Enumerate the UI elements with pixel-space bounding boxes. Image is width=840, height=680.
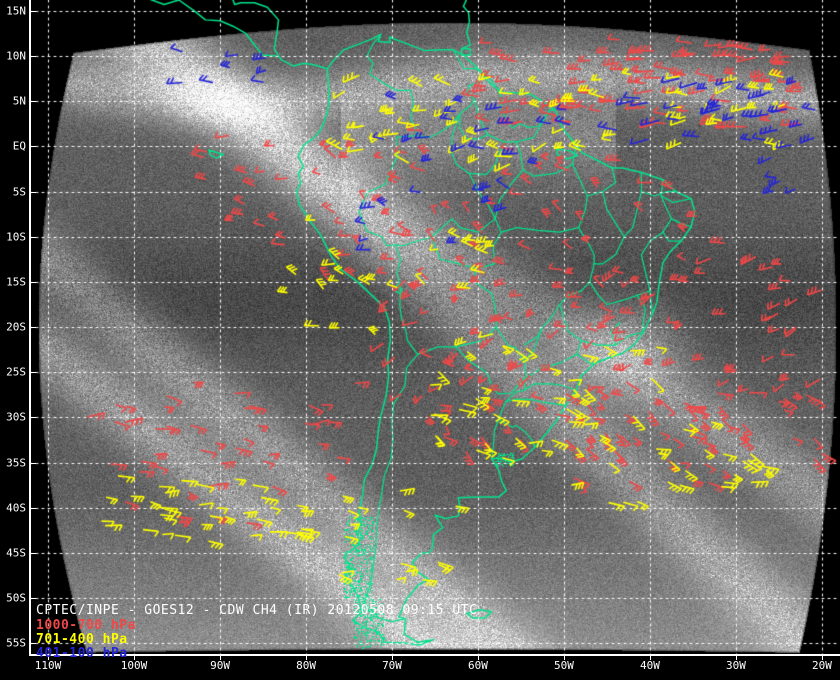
y-axis-tick [30,101,36,103]
y-axis-label: 5N [12,94,26,108]
x-axis-tick [220,655,222,660]
x-axis-label: 70W [382,659,402,672]
x-axis-label: 110W [34,659,62,672]
legend-item-low-level: 1000-700 hPa [36,618,136,633]
x-axis-label: 30W [726,659,746,672]
y-axis-tick [30,236,36,238]
y-axis-tick [30,191,36,193]
y-axis-label: 10N [6,49,26,63]
y-axis-label: 50S [6,591,26,605]
x-axis-tick [649,655,651,660]
x-axis-tick [821,655,823,660]
y-axis-label: 45S [6,546,26,560]
y-axis-tick [30,417,36,419]
y-axis-tick [30,327,36,329]
y-axis-tick [30,462,36,464]
legend-item-high-level: 401-100 hPa [36,646,128,661]
y-axis-label: 10S [6,230,26,244]
y-axis-label: 35S [6,456,26,470]
x-axis-tick [392,655,393,660]
x-axis-tick [134,655,136,660]
axis-bottom-spine [29,654,840,656]
map-title: CPTEC/INPE - GOES12 - CDW CH4 (IR) 20120… [36,603,478,618]
x-axis-label: 50W [554,659,574,672]
y-axis-label: 55S [6,636,26,650]
y-axis-tick [30,372,36,374]
map-plot-area[interactable] [30,0,840,655]
x-axis-tick [477,655,479,660]
x-axis-tick [48,655,50,660]
x-axis-label: 80W [296,659,316,672]
y-axis-tick [30,552,36,554]
y-axis-tick [30,146,36,148]
y-axis-tick [30,507,36,509]
y-axis-label: 25S [6,365,26,379]
y-axis-label: 15N [6,4,26,18]
x-axis-tick [306,655,308,660]
y-axis-tick [30,598,36,600]
y-axis-tick [30,10,36,12]
y-axis-label: 15S [6,275,26,289]
x-axis-label: 40W [640,659,660,672]
x-axis-label: 100W [120,659,148,672]
x-axis-label: 20W [812,659,832,672]
x-axis-tick [563,655,565,660]
y-axis-label: 5S [12,185,26,199]
y-axis-tick [30,643,36,645]
y-axis-tick [30,281,36,283]
x-axis-label: 60W [468,659,488,672]
y-axis-label: EQ [12,139,26,153]
y-axis-label: 30S [6,410,26,424]
y-axis-label: 40S [6,501,26,515]
x-axis-tick [735,655,737,660]
map-vector-overlay [30,0,840,655]
x-axis-label: 90W [210,659,230,672]
legend-item-mid-level: 701-400 hPa [36,632,128,647]
y-axis-label: 20S [6,320,26,334]
y-axis-tick [30,56,36,57]
